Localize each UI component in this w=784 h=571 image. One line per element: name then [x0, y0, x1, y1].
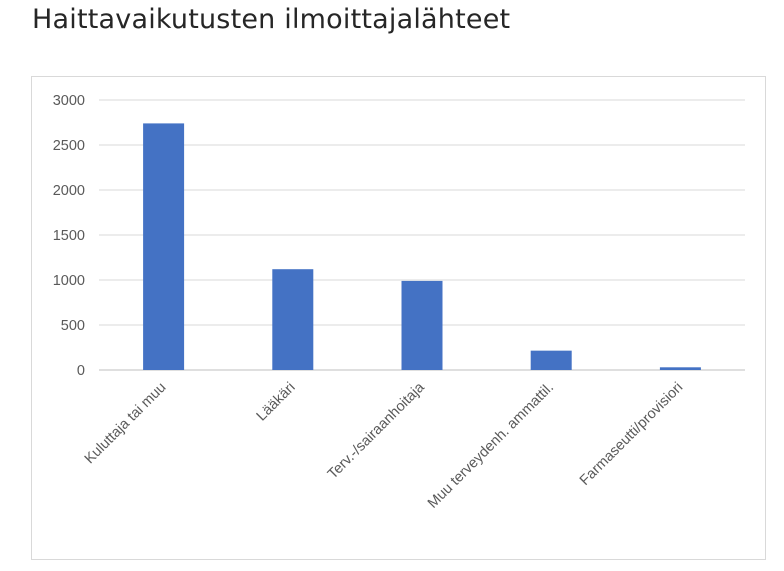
bar	[143, 123, 185, 371]
x-tick-label: Lääkäri	[254, 380, 299, 425]
y-tick-label: 2000	[53, 183, 85, 199]
bar	[401, 280, 443, 370]
page-title: Haittavaikutusten ilmoittajalähteet	[32, 4, 511, 35]
x-tick-label: Muu terveydenh. ammattil.	[425, 380, 557, 512]
x-axis-ticks: Kuluttaja tai muu Lääkäri Terv.-/sairaanho…	[82, 379, 686, 512]
bar	[530, 350, 572, 370]
y-tick-label: 1000	[53, 273, 85, 289]
chart-frame	[31, 76, 766, 560]
bars	[143, 123, 701, 371]
y-tick-label: 2500	[53, 138, 85, 154]
x-tick-label: Terv.-/sairaanhoitaja	[325, 379, 429, 483]
gridlines	[99, 99, 745, 371]
bar	[272, 269, 314, 370]
x-tick-label: Farmaseutti/provisiori	[577, 380, 686, 489]
bar	[659, 367, 701, 370]
y-tick-label: 1500	[53, 228, 85, 244]
x-tick-label: Kuluttaja tai muu	[82, 380, 170, 468]
y-axis-ticks: 0 500 1000 1500 2000 2500 3000	[53, 93, 85, 379]
y-tick-label: 3000	[53, 93, 85, 109]
y-tick-label: 500	[61, 318, 85, 334]
y-tick-label: 0	[77, 363, 85, 379]
